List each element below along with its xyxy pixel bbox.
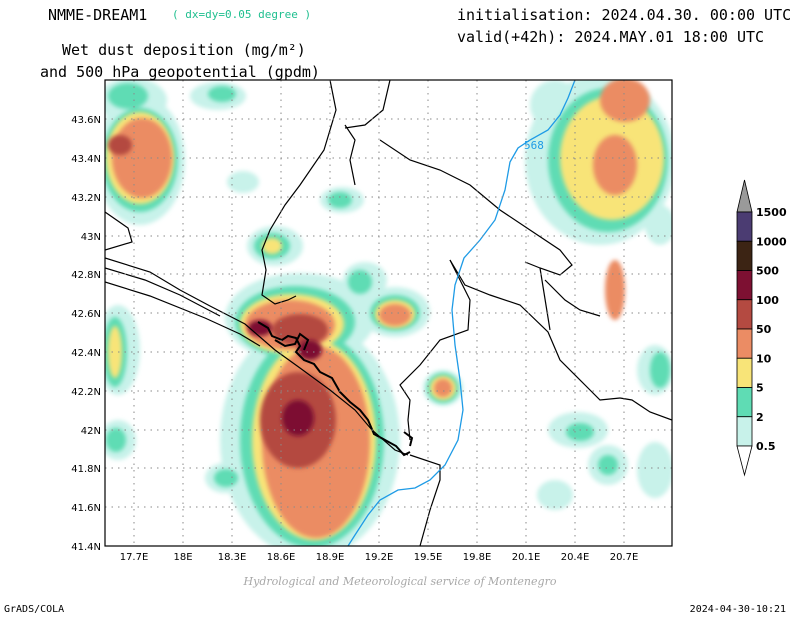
longitude-labels: 17.7E 18E 18.3E 18.6E 18.9E 19.2E 19.5E 19.8E 20…: [120, 552, 639, 563]
deposition-field: 568: [105, 80, 672, 546]
latitude-label: 42.2N: [71, 387, 101, 398]
latitude-label: 41.8N: [71, 464, 101, 475]
credit-line: Hydrological and Meteorological service …: [243, 575, 557, 588]
colorbar-swatch: [736, 416, 753, 447]
colorbar-label: 5: [756, 382, 764, 395]
colorbar-label: 10: [756, 352, 772, 365]
colorbar-label: 2: [756, 411, 764, 424]
longitude-label: 18.3E: [218, 552, 247, 563]
latitude-label: 42N: [81, 426, 101, 437]
longitude-label: 18.9E: [316, 552, 345, 563]
model-resolution: ( dx=dy=0.05 degree ): [172, 8, 312, 21]
latitude-labels: 43.6N 43.4N 43.2N 43N 42.8N 42.6N 42.4N 42.2N 42…: [71, 115, 101, 553]
latitude-label: 42.8N: [71, 270, 101, 281]
colorbar-swatch: [736, 270, 753, 301]
software-label: GrADS/COLA: [4, 604, 65, 615]
valid-time: valid(+42h): 2024.MAY.01 18:00 UTC: [457, 28, 765, 46]
map-panel: 568: [104, 79, 673, 547]
montenegro-coastline: [257, 321, 414, 457]
map-title-line2: and 500 hPa geopotential (gpdm): [40, 63, 320, 81]
geopotential-contour-568: [347, 80, 576, 546]
colorbar-top-arrow: [736, 179, 753, 213]
longitude-label: 20.7E: [610, 552, 639, 563]
colorbar-label: 0.5: [756, 440, 776, 453]
latitude-label: 43N: [81, 232, 101, 243]
colorbar-label: 500: [756, 265, 779, 278]
colorbar-swatch: [736, 357, 753, 388]
longitude-label: 19.5E: [414, 552, 443, 563]
colorbar-label: 1000: [756, 235, 787, 248]
latitude-label: 43.2N: [71, 193, 101, 204]
latitude-label: 41.4N: [71, 542, 101, 553]
colorbar-swatch: [736, 299, 753, 330]
latitude-label: 43.4N: [71, 154, 101, 165]
initialisation-time: initialisation: 2024.04.30. 00:00 UTC: [457, 6, 792, 24]
model-name: NMME-DREAM1: [48, 6, 148, 24]
longitude-label: 19.2E: [365, 552, 394, 563]
colorbar-bottom-arrow: [736, 445, 753, 477]
longitude-label: 17.7E: [120, 552, 149, 563]
country-borders: [105, 80, 672, 546]
colorbar-label: 1500: [756, 206, 787, 219]
contour-label: 568: [524, 139, 544, 152]
colorbar-label: 100: [756, 294, 779, 307]
latitude-label: 42.4N: [71, 348, 101, 359]
colorbar-label: 50: [756, 323, 772, 336]
latitude-label: 41.6N: [71, 503, 101, 514]
longitude-label: 20.1E: [512, 552, 541, 563]
longitude-label: 20.4E: [561, 552, 590, 563]
colorbar-swatch: [736, 328, 753, 359]
longitude-label: 18.6E: [267, 552, 296, 563]
map-frame: [104, 79, 673, 547]
colorbar-swatch: [736, 211, 753, 242]
longitude-label: 18E: [173, 552, 192, 563]
generated-timestamp: 2024-04-30-10:21: [689, 604, 786, 615]
colorbar-swatch: [736, 240, 753, 271]
colorbar-legend: 1500 1000 500 100 50 10 5 2 0.5: [736, 179, 787, 477]
map-title-line1: Wet dust deposition (mg/m²): [62, 41, 306, 59]
longitude-label: 19.8E: [463, 552, 492, 563]
colorbar-swatch: [736, 387, 753, 418]
latitude-label: 42.6N: [71, 309, 101, 320]
latitude-label: 43.6N: [71, 115, 101, 126]
